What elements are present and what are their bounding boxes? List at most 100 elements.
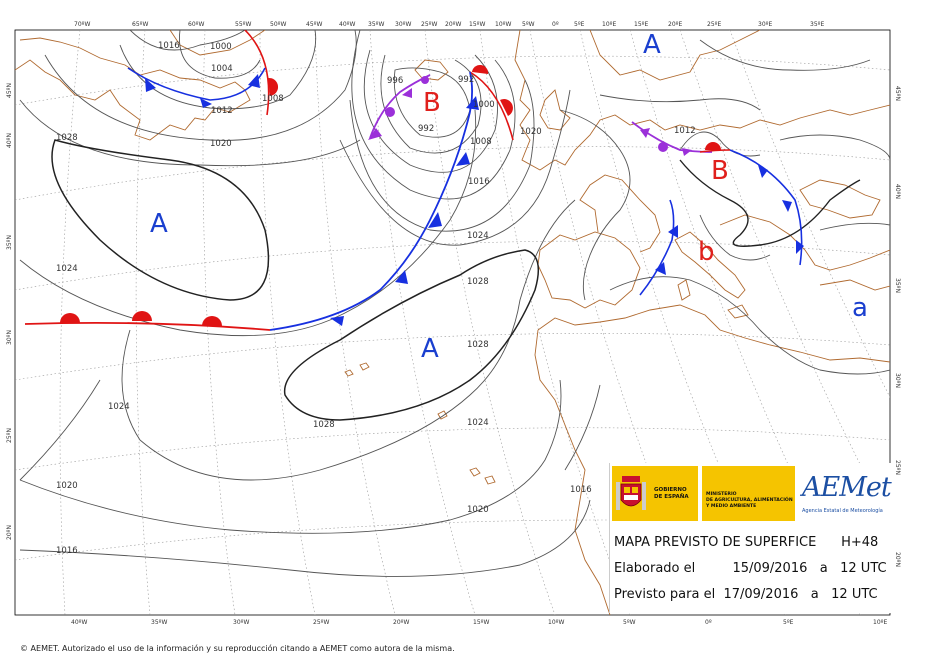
gobierno-logo: GOBIERNO DE ESPAÑA bbox=[612, 466, 698, 521]
gobierno-label: GOBIERNO DE ESPAÑA bbox=[654, 487, 689, 500]
isobar bbox=[609, 276, 890, 375]
tick-label-top: 40ºW bbox=[339, 21, 355, 28]
isobar bbox=[779, 134, 890, 161]
tick-label-top: 5ºE bbox=[574, 21, 585, 28]
tick-labels-right: 45ºN 40ºN 35ºN 30ºN 25ºN 20ºN bbox=[894, 86, 901, 567]
coast-balkans bbox=[719, 214, 890, 271]
tick-label-top: 15ºW bbox=[469, 21, 485, 28]
coast-canary-2 bbox=[484, 475, 496, 485]
tick-label-bottom: 20ºW bbox=[393, 619, 409, 626]
tick-label-left: 20ºN bbox=[6, 525, 13, 540]
coast-azores bbox=[359, 362, 370, 371]
issued-date: Elaborado el 15/09/2016 a 12 UTC bbox=[614, 561, 887, 576]
tick-label-top: 20ºE bbox=[668, 21, 682, 28]
isobar-label: 992 bbox=[418, 124, 434, 134]
low-pressure-center: b bbox=[698, 237, 715, 267]
tick-label-right: 30ºN bbox=[894, 373, 901, 388]
coast-north-africa bbox=[537, 304, 890, 363]
tick-label-right: 45ºN bbox=[894, 86, 901, 101]
isobar-label: 1020 bbox=[467, 505, 489, 515]
tick-label-bottom: 15ºW bbox=[473, 619, 489, 626]
low-pressure-center: B bbox=[423, 88, 441, 118]
tick-label-left: 30ºN bbox=[6, 330, 13, 345]
isobars bbox=[19, 30, 890, 577]
tick-label-top: 55ºW bbox=[235, 21, 251, 28]
isobar bbox=[349, 79, 535, 232]
coast-scandinavia bbox=[589, 30, 761, 81]
isobar bbox=[599, 94, 761, 111]
isobar-label: 1008 bbox=[262, 94, 284, 104]
tick-label-top: 70ºW bbox=[74, 21, 90, 28]
isobar bbox=[679, 159, 861, 247]
isobar-label: 1024 bbox=[467, 231, 489, 241]
isobar bbox=[44, 30, 357, 141]
isobar bbox=[129, 30, 246, 51]
high-pressure-center: A bbox=[150, 209, 168, 239]
tick-label-top: 60ºW bbox=[188, 21, 204, 28]
tick-label-bottom: 5ºE bbox=[783, 619, 794, 626]
cold-front-east bbox=[729, 149, 804, 266]
high-pressure-center: A bbox=[421, 334, 439, 364]
isobar bbox=[699, 214, 771, 261]
isobar bbox=[679, 131, 761, 157]
isobar-label: 1020 bbox=[56, 481, 78, 491]
pressure-centers: A A A B B b a bbox=[150, 30, 868, 364]
cold-front-north bbox=[127, 67, 266, 108]
tick-label-top: 20ºW bbox=[445, 21, 461, 28]
tick-label-top: 10ºW bbox=[495, 21, 511, 28]
tick-label-top: 65ºW bbox=[132, 21, 148, 28]
valid-date: Previsto para el 17/09/2016 a 12 UTC bbox=[614, 587, 878, 602]
tick-label-bottom: 35ºW bbox=[151, 619, 167, 626]
tick-label-left: 35ºN bbox=[6, 235, 13, 250]
coast-west-africa bbox=[534, 329, 611, 615]
isobar-label: 1028 bbox=[313, 420, 335, 430]
coast-turkey bbox=[819, 279, 890, 291]
coat-of-arms-icon bbox=[616, 476, 646, 510]
aemet-subtitle: Agencia Estatal de Meteorología bbox=[802, 508, 883, 514]
coast-azores-2 bbox=[344, 369, 354, 377]
ministerio-logo: MINISTERIO DE AGRICULTURA, ALIMENTACIÓN … bbox=[702, 466, 795, 521]
isobar-label: 1024 bbox=[467, 418, 489, 428]
isobar bbox=[19, 109, 477, 337]
tick-label-bottom: 10ºE bbox=[873, 619, 887, 626]
isobar bbox=[283, 249, 540, 421]
isobar-label: 1016 bbox=[158, 41, 180, 51]
isobar-label: 1000 bbox=[210, 42, 232, 52]
map-legend: GOBIERNO DE ESPAÑA MINISTERIO DE AGRICUL… bbox=[609, 463, 892, 613]
tick-labels-left: 45ºN 40ºN 35ºN 30ºN 25ºN 20ºN bbox=[6, 83, 13, 540]
coast-france bbox=[579, 174, 661, 253]
tick-labels-bottom: 40ºW 35ºW 30ºW 25ºW 20ºW 15ºW 10ºW 5ºW 0… bbox=[71, 619, 887, 626]
aemet-logo: AEMet Agencia Estatal de Meteorología bbox=[800, 466, 892, 521]
tick-label-bottom: 5ºW bbox=[623, 619, 636, 626]
isobar-label: 1024 bbox=[108, 402, 130, 412]
isobar-label: 1028 bbox=[467, 340, 489, 350]
coast-sicily bbox=[727, 304, 749, 319]
high-pressure-center: a bbox=[852, 293, 868, 323]
tick-label-top: 30ºE bbox=[758, 21, 772, 28]
warm-front-east bbox=[699, 142, 731, 153]
isobar bbox=[178, 30, 261, 79]
tick-label-top: 35ºE bbox=[810, 21, 824, 28]
tick-label-top: 10ºE bbox=[602, 21, 616, 28]
warm-front-north-2 bbox=[469, 64, 514, 141]
low-pressure-center: B bbox=[711, 156, 729, 186]
warm-front bbox=[24, 311, 271, 331]
isobar bbox=[564, 384, 601, 471]
isobar bbox=[559, 109, 631, 301]
coast-sardinia bbox=[677, 279, 691, 301]
tick-label-left: 45ºN bbox=[6, 83, 13, 98]
isobar-label: 1028 bbox=[56, 133, 78, 143]
coast-iberia bbox=[537, 231, 641, 309]
tick-label-bottom: 40ºW bbox=[71, 619, 87, 626]
tick-label-top: 0º bbox=[552, 21, 559, 28]
tick-label-top: 45ºW bbox=[306, 21, 322, 28]
coast-black-sea bbox=[799, 179, 881, 219]
occluded-front bbox=[368, 74, 431, 140]
coast-canary bbox=[469, 467, 481, 477]
isobar-label: 1020 bbox=[210, 139, 232, 149]
tick-label-bottom: 25ºW bbox=[313, 619, 329, 626]
tick-label-top: 25ºE bbox=[707, 21, 721, 28]
copyright-notice: © AEMET. Autorizado el uso de la informa… bbox=[20, 644, 455, 653]
tick-label-top: 5ºW bbox=[522, 21, 535, 28]
